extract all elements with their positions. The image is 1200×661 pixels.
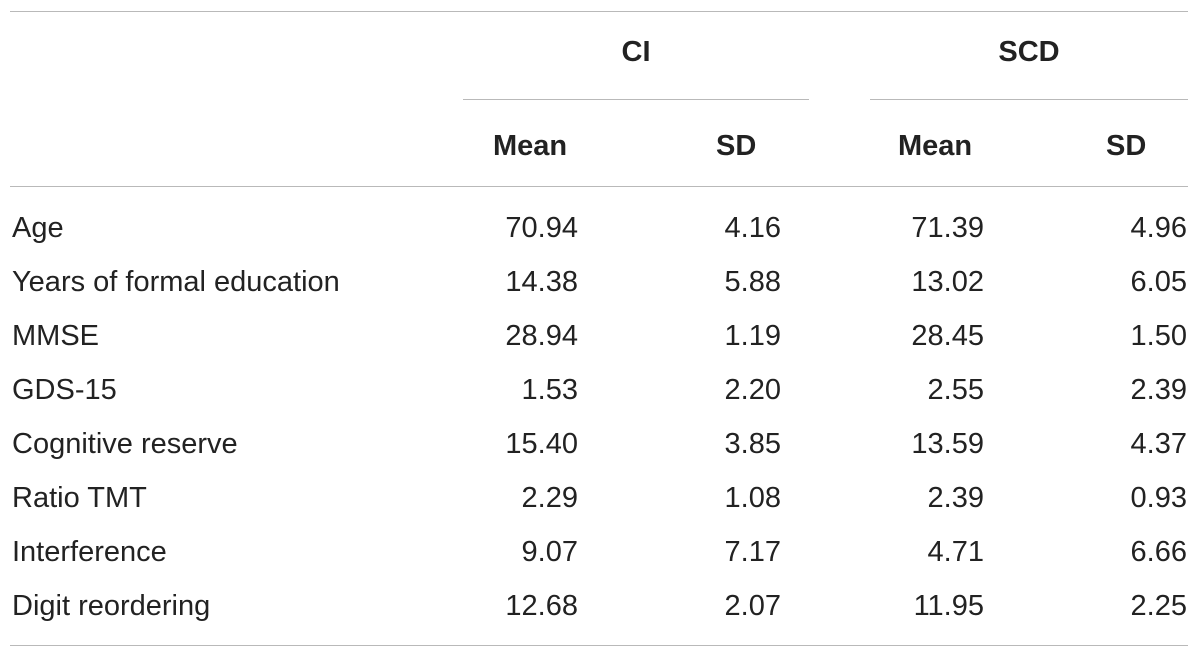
- row-label: Interference: [12, 536, 167, 568]
- row-label: GDS-15: [12, 374, 117, 406]
- scd-sd-cell: 4.37: [1130, 428, 1187, 460]
- header-divider-rule: [10, 186, 1188, 187]
- row-label: Cognitive reserve: [12, 428, 238, 460]
- ci-mean-cell: 28.94: [505, 320, 578, 352]
- scd-sd-cell: 2.39: [1130, 374, 1187, 406]
- scd-mean-cell: 11.95: [913, 590, 984, 622]
- table-row: Ratio TMT 2.29 1.08 2.39 0.93: [0, 471, 1200, 525]
- table-bottom-rule: [10, 645, 1188, 646]
- ci-sd-cell: 7.17: [724, 536, 781, 568]
- row-label: Years of formal education: [12, 266, 340, 298]
- scd-mean-cell: 71.39: [911, 212, 984, 244]
- scd-sd-cell: 4.96: [1130, 212, 1187, 244]
- group-header-ci: CI: [621, 36, 651, 68]
- scd-mean-cell: 4.71: [927, 536, 984, 568]
- scd-sd-cell: 1.50: [1130, 320, 1187, 352]
- table-row: Interference 9.07 7.17 4.71 6.66: [0, 525, 1200, 579]
- ci-sd-cell: 2.07: [724, 590, 781, 622]
- ci-sd-cell: 3.85: [724, 428, 781, 460]
- row-label: MMSE: [12, 320, 99, 352]
- table-top-rule: [10, 11, 1188, 12]
- scd-sd-cell: 6.05: [1130, 266, 1187, 298]
- ci-sd-cell: 2.20: [724, 374, 781, 406]
- table-row: Years of formal education 14.38 5.88 13.…: [0, 255, 1200, 309]
- group-header-scd: SCD: [998, 36, 1060, 68]
- table-row: Digit reordering 12.68 2.07 11.95 2.25: [0, 579, 1200, 633]
- ci-mean-cell: 12.68: [505, 590, 578, 622]
- scd-mean-cell: 2.39: [927, 482, 984, 514]
- column-header-scd-mean: Mean: [898, 130, 973, 162]
- scd-mean-cell: 28.45: [911, 320, 984, 352]
- ci-mean-cell: 70.94: [505, 212, 578, 244]
- group-rule-ci: [463, 99, 809, 100]
- table-row: GDS-15 1.53 2.20 2.55 2.39: [0, 363, 1200, 417]
- column-header-ci-mean: Mean: [493, 130, 568, 162]
- table-row: MMSE 28.94 1.19 28.45 1.50: [0, 309, 1200, 363]
- table-row: Cognitive reserve 15.40 3.85 13.59 4.37: [0, 417, 1200, 471]
- scd-sd-cell: 6.66: [1130, 536, 1187, 568]
- ci-sd-cell: 1.19: [724, 320, 781, 352]
- ci-sd-cell: 5.88: [724, 266, 781, 298]
- row-label: Digit reordering: [12, 590, 211, 622]
- column-header-scd-sd: SD: [1106, 130, 1147, 162]
- row-label: Ratio TMT: [12, 482, 147, 514]
- ci-sd-cell: 1.08: [724, 482, 781, 514]
- ci-mean-cell: 2.29: [521, 482, 578, 514]
- ci-sd-cell: 4.16: [724, 212, 781, 244]
- ci-mean-cell: 9.07: [521, 536, 578, 568]
- ci-mean-cell: 15.40: [505, 428, 578, 460]
- scd-mean-cell: 2.55: [927, 374, 984, 406]
- table-row: Age 70.94 4.16 71.39 4.96: [0, 201, 1200, 255]
- scd-sd-cell: 2.25: [1130, 590, 1187, 622]
- row-label: Age: [12, 212, 64, 244]
- group-rule-scd: [870, 99, 1188, 100]
- column-header-ci-sd: SD: [716, 130, 757, 162]
- scd-mean-cell: 13.59: [911, 428, 984, 460]
- ci-mean-cell: 14.38: [505, 266, 578, 298]
- ci-mean-cell: 1.53: [521, 374, 578, 406]
- scd-sd-cell: 0.93: [1130, 482, 1187, 514]
- scd-mean-cell: 13.02: [911, 266, 984, 298]
